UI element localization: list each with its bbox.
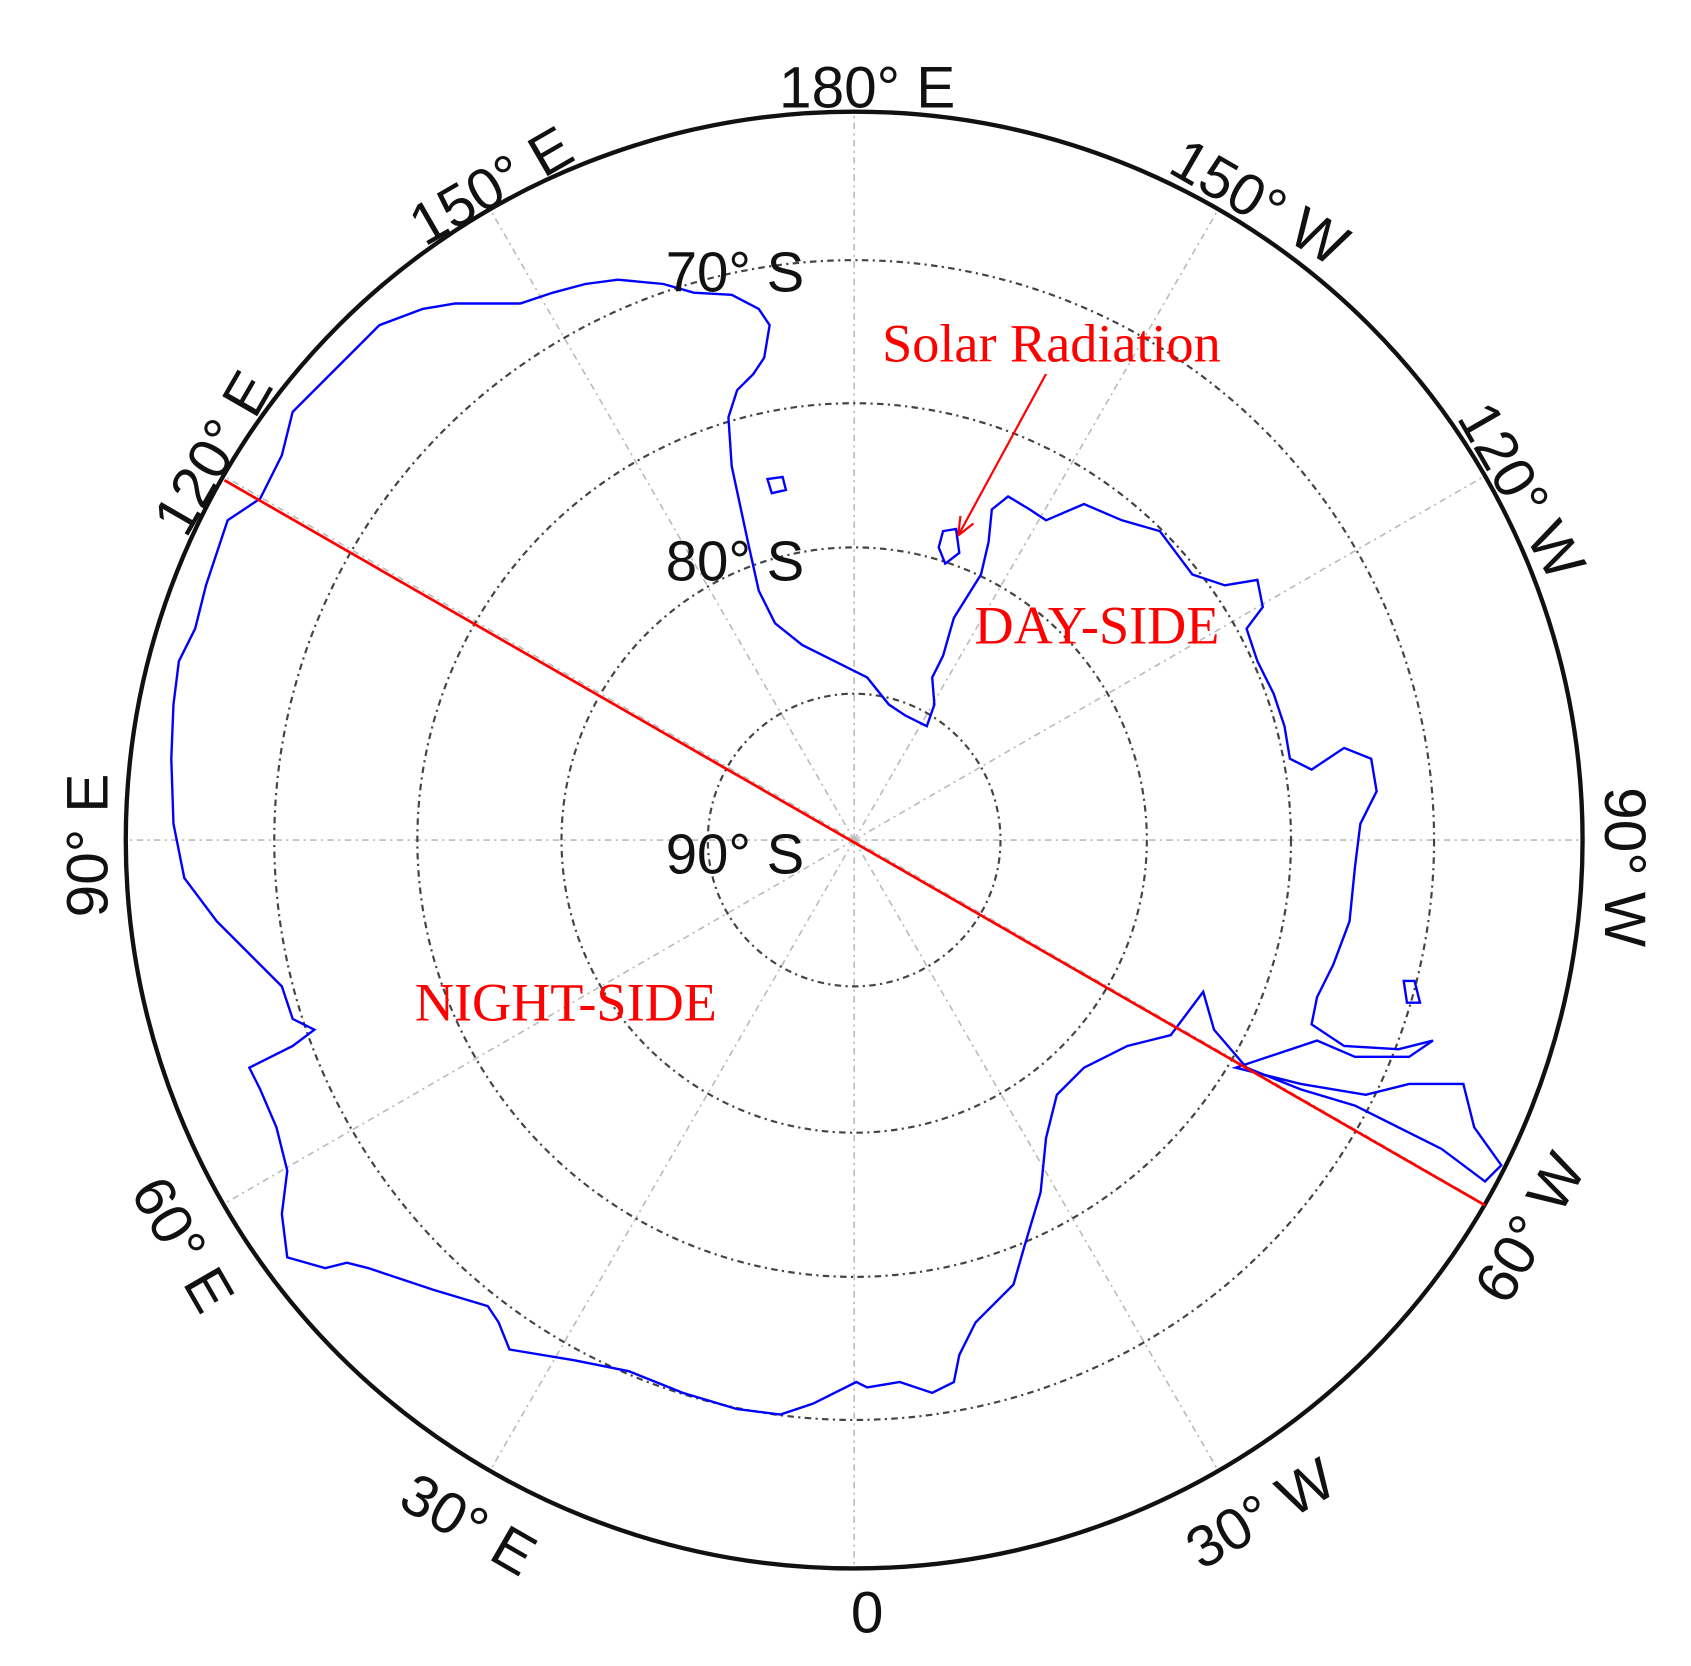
longitude-label: 60° E bbox=[118, 1166, 246, 1323]
terminator-line bbox=[223, 479, 1486, 1207]
longitude-label: 0 bbox=[851, 1581, 884, 1646]
coastline bbox=[170, 278, 1503, 1416]
annotation-arrow bbox=[957, 373, 1047, 536]
night-side-label: NIGHT-SIDE bbox=[415, 972, 717, 1032]
latitude-label: 80° S bbox=[666, 530, 804, 593]
meridian-line bbox=[489, 839, 855, 1472]
latitude-circle bbox=[560, 546, 1148, 1134]
day-side-label: DAY-SIDE bbox=[975, 595, 1220, 655]
meridian-line bbox=[853, 208, 1220, 841]
longitude-label: 60° W bbox=[1462, 1142, 1599, 1314]
longitude-label: 120° W bbox=[1445, 392, 1598, 592]
longitude-label: 150° E bbox=[399, 114, 584, 258]
longitude-label: 180° E bbox=[779, 56, 955, 121]
latitude-circle bbox=[273, 259, 1436, 1422]
annotation-label: Solar Radiation bbox=[882, 313, 1221, 373]
longitude-label: 150° W bbox=[1160, 126, 1360, 279]
map-frame bbox=[123, 109, 1585, 1571]
longitude-label: 90° E bbox=[56, 774, 121, 918]
latitude-label: 70° S bbox=[666, 240, 804, 303]
meridian-line bbox=[489, 208, 855, 841]
longitude-label: 30° W bbox=[1175, 1445, 1347, 1582]
meridian-line bbox=[222, 475, 855, 841]
arrow-head bbox=[957, 515, 975, 537]
longitude-label: 120° E bbox=[141, 361, 285, 546]
meridian-line bbox=[222, 839, 855, 1205]
latitude-circle bbox=[706, 692, 1002, 988]
latitude-circle bbox=[416, 402, 1293, 1278]
graticule bbox=[125, 111, 1583, 1569]
latitude-label: 90° S bbox=[666, 822, 804, 885]
meridian-line bbox=[853, 839, 1220, 1472]
longitude-label: 90° W bbox=[1592, 787, 1657, 948]
longitude-label: 30° E bbox=[390, 1461, 547, 1589]
